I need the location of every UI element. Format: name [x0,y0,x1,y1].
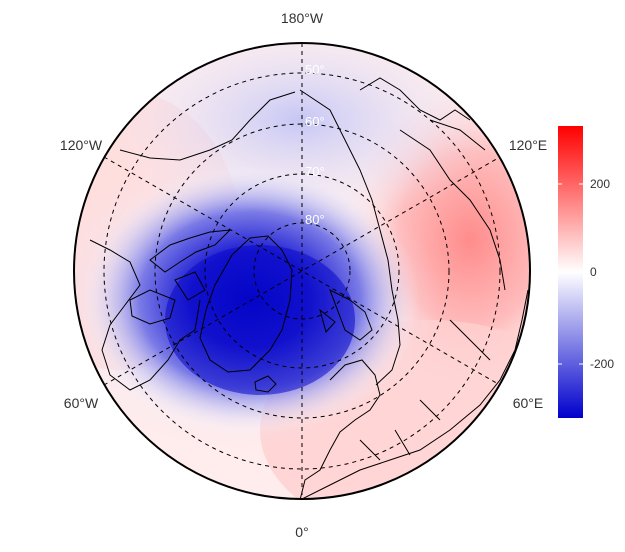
longitude-labels: 180°W 0° 120°W 120°E 60°W 60°E [60,10,547,540]
east-siberia-outline [359,77,471,121]
scandinavia-outline [299,359,381,499]
iceland-outline [254,375,277,393]
lat-label-80: 80° [305,212,325,227]
colorbar-tick-label-0: 0 [590,265,597,279]
siberia-coast-outline [299,89,401,386]
field-layer [74,43,530,499]
graticule [103,43,501,499]
colorbar-tick-label-200: 200 [590,177,610,191]
canadian-archipelago-outline [129,229,232,325]
parallel-60 [154,123,450,419]
lon-label-upper-right: 120°E [509,137,547,153]
map-border [73,42,531,500]
europe-outline [299,289,529,499]
lon-label-lower-right: 60°E [513,395,544,411]
lat-label-50: 50° [305,62,325,77]
alaska-siberia-outline [119,91,296,161]
lat-label-60: 60° [305,114,325,129]
lat-label-70: 70° [305,164,325,179]
lon-label-top: 180°W [281,10,324,26]
coastlines [89,77,529,499]
colorbar-tick-label-neg200: -200 [590,357,614,371]
lon-label-upper-left: 120°W [60,137,103,153]
russia-north-coast-outline [319,288,373,341]
parallel-50 [103,72,501,470]
lon-label-bottom: 0° [295,524,308,540]
latitude-labels: 50° 60° 70° 80° [305,62,325,227]
asia-interior-borders [359,119,506,461]
colorbar: 200 0 -200 [558,126,614,418]
lon-label-lower-left: 60°W [64,395,99,411]
greenland-outline [199,235,293,373]
north-america-outline [89,239,201,391]
colorbar-gradient [558,126,583,418]
field-low-core [165,245,355,395]
